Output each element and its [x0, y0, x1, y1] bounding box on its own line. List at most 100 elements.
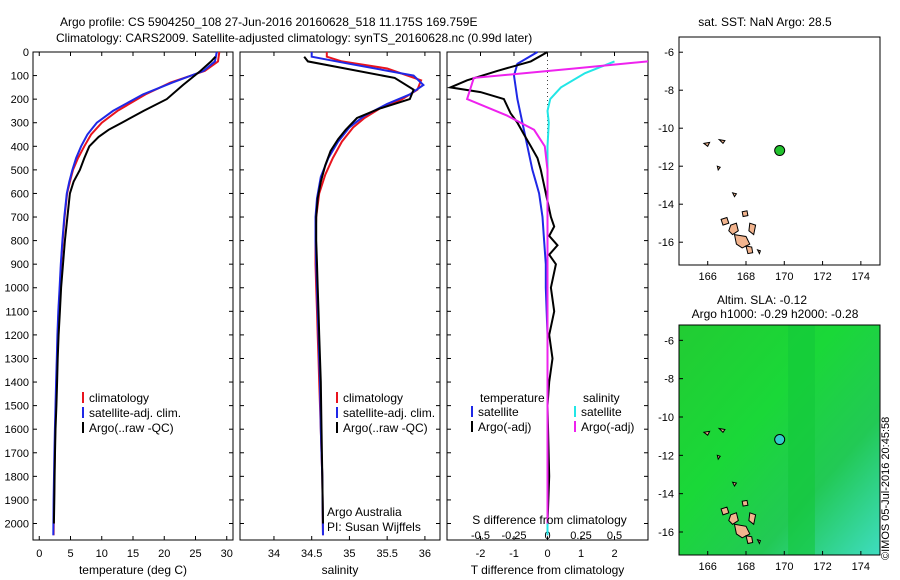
map-y-tick-label: -16 — [658, 527, 674, 539]
map-x-tick-label: 170 — [775, 561, 793, 573]
island-shape — [720, 216, 730, 226]
legend-entry: Argo(..raw -QC) — [343, 421, 428, 435]
x-tick-label: 20 — [158, 548, 170, 560]
x-tick-label: 35.5 — [376, 548, 397, 560]
difference-xlabel: T difference from climatology — [471, 563, 625, 577]
legend-entry: Argo(-adj) — [478, 420, 531, 434]
credit-line: Argo Australia — [327, 505, 402, 519]
map-x-tick-label: 166 — [699, 271, 717, 283]
depth-tick-label: 400 — [11, 141, 29, 153]
map-y-tick-label: -14 — [658, 489, 674, 501]
sla-field-band — [788, 325, 815, 555]
depth-tick-label: 2000 — [5, 518, 29, 530]
depth-tick-label: 1000 — [5, 283, 29, 295]
island-shape — [756, 248, 762, 255]
depth-tick-label: 1600 — [5, 424, 29, 436]
island-shape — [741, 499, 749, 507]
figure-title-line2: Climatology: CARS2009. Satellite-adjuste… — [56, 31, 532, 45]
legend-title: temperature — [480, 391, 545, 405]
legend-entry: climatology — [89, 391, 149, 405]
figure-title-line1: Argo profile: CS 5904250_108 27-Jun-2016… — [60, 15, 477, 29]
x-tick-label: 34 — [268, 548, 280, 560]
x-tick-label: 34.5 — [301, 548, 322, 560]
island-shape — [728, 512, 739, 525]
island-shape — [717, 427, 726, 434]
x-tick-label: 30 — [221, 548, 233, 560]
map-y-tick-label: -6 — [664, 47, 674, 59]
temperature-xlabel: temperature (deg C) — [79, 563, 187, 577]
island-shape — [748, 512, 757, 526]
island-shape — [716, 165, 721, 172]
legend-entry: satellite-adj. clim. — [89, 406, 181, 420]
island-shape — [748, 222, 757, 236]
map-y-tick-label: -14 — [658, 199, 674, 211]
depth-tick-label: 300 — [11, 118, 29, 130]
legend-entry: satellite-adj. clim. — [343, 406, 435, 420]
depth-tick-label: 1400 — [5, 377, 29, 389]
depth-tick-label: 800 — [11, 236, 29, 248]
map-x-tick-label: 172 — [813, 561, 831, 573]
legend-entry: satellite — [478, 405, 519, 419]
x-tick-label: 10 — [96, 548, 108, 560]
sst-map-title: sat. SST: NaN Argo: 28.5 — [698, 15, 832, 29]
map-x-tick-label: 166 — [699, 561, 717, 573]
map-x-tick-label: 172 — [813, 271, 831, 283]
temperature-series-line — [52, 56, 217, 524]
island-shape — [702, 430, 711, 436]
depth-tick-label: 1200 — [5, 330, 29, 342]
island-shape — [717, 138, 726, 145]
map-y-tick-label: -6 — [664, 335, 674, 347]
legend-entry: satellite — [581, 405, 622, 419]
depth-tick-label: 1700 — [5, 448, 29, 460]
map-y-tick-label: -16 — [658, 237, 674, 249]
argo-float-marker — [774, 434, 786, 446]
top-tick-label: -0.25 — [501, 530, 526, 542]
depth-tick-label: 1500 — [5, 401, 29, 413]
x-tick-label: 25 — [189, 548, 201, 560]
island-shape — [728, 222, 739, 236]
map-frame — [678, 324, 881, 556]
legend-entry: Argo(..raw -QC) — [89, 421, 174, 435]
argo-float-marker — [774, 145, 786, 157]
map-y-tick-label: -12 — [658, 450, 674, 462]
sla-map-title: Altim. SLA: -0.12 — [717, 293, 807, 307]
top-tick-label: 0.5 — [607, 530, 622, 542]
map-x-tick-label: 174 — [852, 271, 870, 283]
credit-line: PI: Susan Wijffels — [327, 520, 421, 534]
map-x-tick-label: 168 — [737, 271, 755, 283]
depth-tick-label: 1800 — [5, 471, 29, 483]
imos-timestamp: ©IMOS 05-Jul-2016 20:45:58 — [880, 416, 892, 560]
sst-map-panel: sat. SST: NaN Argo: 28.5 166 168 170 172 174 -… — [658, 15, 881, 283]
x-tick-label: 36 — [419, 548, 431, 560]
depth-tick-label: 1300 — [5, 353, 29, 365]
difference-panel: -2-1012-0.5-0.2500.250.5temperaturesalin… — [446, 51, 649, 577]
depth-tick-label: 1900 — [5, 495, 29, 507]
island-shape — [720, 506, 730, 516]
x-tick-label: 15 — [127, 548, 139, 560]
island-shape — [756, 538, 762, 545]
map-y-tick-label: -8 — [664, 374, 674, 386]
depth-tick-label: 600 — [11, 188, 29, 200]
legend-entry: Argo(-adj) — [581, 420, 634, 434]
map-x-tick-label: 168 — [737, 561, 755, 573]
map-y-tick-label: -8 — [664, 85, 674, 97]
depth-tick-label: 100 — [11, 71, 29, 83]
x-tick-label: 0 — [544, 548, 550, 560]
depth-tick-label: 700 — [11, 212, 29, 224]
legend-title: salinity — [583, 391, 620, 405]
salinity-panel: 34 34.5 35 35.5 36 climatologysatellite-adj. … — [239, 51, 441, 577]
x-tick-label: -1 — [509, 548, 519, 560]
depth-tick-label: 500 — [11, 165, 29, 177]
depth-tick-label: 900 — [11, 259, 29, 271]
x-tick-label: 0 — [36, 548, 42, 560]
top-tick-label: 0.25 — [570, 530, 591, 542]
sla-map-subtitle: Argo h1000: -0.29 h2000: -0.28 — [692, 307, 859, 321]
depth-tick-label: 200 — [11, 94, 29, 106]
island-shape — [731, 192, 738, 198]
difference-top-label: S difference from climatology — [472, 513, 627, 527]
x-tick-label: 1 — [578, 548, 584, 560]
salinity-plot-frame — [239, 51, 441, 541]
map-y-tick-label: -10 — [658, 412, 674, 424]
